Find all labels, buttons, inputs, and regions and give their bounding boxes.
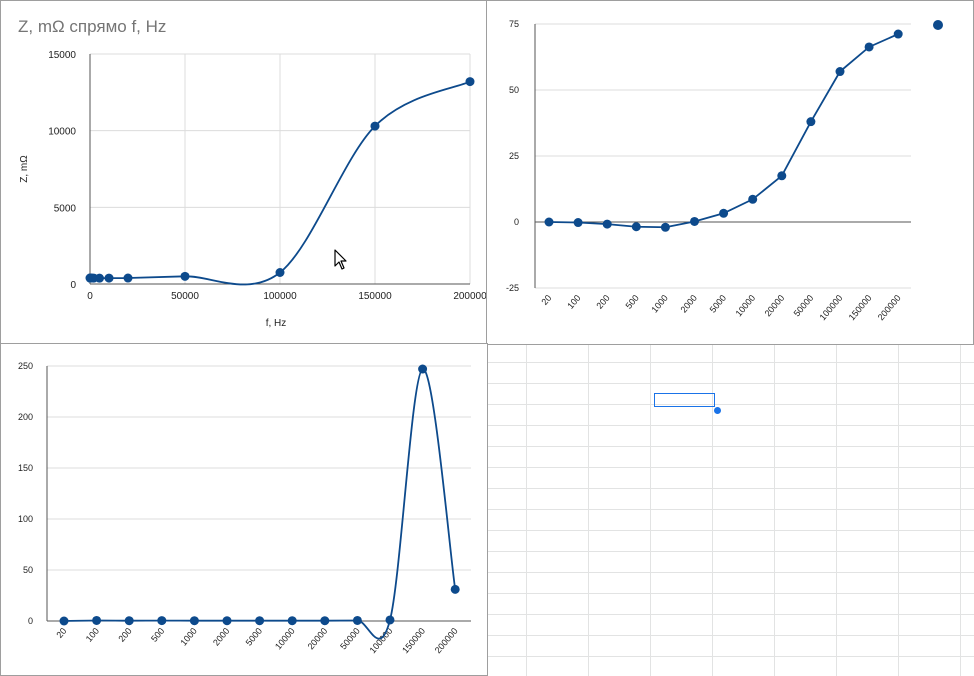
data-point bbox=[222, 616, 232, 626]
y-tick-label: 50 bbox=[509, 85, 519, 95]
chart-bottom-line[interactable]: 0 50 100 150 200 250 20 100 200 500 1000 2000 5000 10… bbox=[0, 343, 488, 676]
y-tick-label: 0 bbox=[70, 280, 76, 291]
data-point bbox=[123, 273, 133, 283]
x-tick-label: 0 bbox=[87, 291, 93, 302]
data-point bbox=[189, 616, 199, 626]
data-point bbox=[320, 616, 330, 626]
x-tick-label: 2000 bbox=[678, 293, 699, 315]
data-point bbox=[864, 42, 874, 52]
x-axis-title: f, Hz bbox=[266, 318, 287, 329]
x-tick-label: 150000 bbox=[847, 293, 874, 322]
x-tick-label: 5000 bbox=[708, 293, 729, 315]
data-point bbox=[893, 29, 903, 39]
x-tick-label: 50000 bbox=[171, 291, 199, 302]
data-point bbox=[180, 271, 190, 281]
x-tick-label: 500 bbox=[624, 293, 641, 311]
data-point bbox=[631, 222, 641, 232]
x-tick-label: 1000 bbox=[649, 293, 670, 315]
data-point bbox=[748, 194, 758, 204]
data-point bbox=[573, 218, 583, 228]
x-tick-label: 20000 bbox=[306, 626, 330, 652]
x-tick-label: 100000 bbox=[368, 626, 395, 655]
data-point bbox=[835, 67, 845, 77]
y-tick-label: 50 bbox=[23, 565, 33, 575]
series-line bbox=[548, 33, 899, 229]
x-tick-label: 100000 bbox=[818, 293, 845, 322]
data-point bbox=[287, 616, 297, 626]
legend-marker bbox=[933, 20, 943, 30]
chart-title: Z, mΩ спрямо f, Hz bbox=[18, 17, 167, 36]
x-tick-label: 150000 bbox=[400, 626, 427, 655]
x-tick-label: 100 bbox=[84, 626, 101, 644]
chart-plot-area: 0 50 100 150 200 250 20 100 200 500 1000 2000 5000 10… bbox=[18, 361, 471, 655]
chart-plot-area: 0 50000 100000 150000 200000 0 5000 10000 15000 f… bbox=[19, 50, 487, 329]
x-tick-label: 500 bbox=[149, 626, 166, 644]
y-axis-title: Z, mΩ bbox=[19, 155, 30, 183]
x-tick-label: 100 bbox=[565, 293, 582, 311]
data-point bbox=[59, 616, 69, 626]
chart-impedance-scatter[interactable]: Z, mΩ спрямо f, Hz 0 50000 100000 150000 200… bbox=[0, 0, 488, 345]
data-point bbox=[157, 616, 167, 626]
x-tick-label: 10000 bbox=[273, 626, 297, 652]
y-tick-label: 15000 bbox=[48, 50, 76, 61]
x-tick-label: 150000 bbox=[358, 291, 392, 302]
x-tick-label: 200 bbox=[594, 293, 611, 311]
data-point bbox=[719, 208, 729, 218]
y-tick-label: 5000 bbox=[54, 203, 77, 214]
x-tick-label: 1000 bbox=[178, 626, 199, 648]
data-point bbox=[465, 77, 475, 87]
y-tick-label: 25 bbox=[509, 151, 519, 161]
x-tick-label: 5000 bbox=[244, 626, 265, 648]
y-tick-label: 75 bbox=[509, 19, 519, 29]
y-tick-label: 200 bbox=[18, 412, 33, 422]
x-tick-label: 200000 bbox=[433, 626, 460, 655]
data-point bbox=[602, 219, 612, 229]
data-point bbox=[275, 268, 285, 277]
x-tick-label: 200000 bbox=[876, 293, 903, 322]
mouse-pointer-icon bbox=[334, 249, 347, 270]
data-point bbox=[92, 615, 102, 625]
data-point bbox=[806, 117, 816, 127]
y-tick-label: 250 bbox=[18, 361, 33, 371]
data-point bbox=[352, 615, 362, 625]
y-tick-label: 10000 bbox=[48, 127, 76, 138]
y-tick-label: 150 bbox=[18, 463, 33, 473]
data-point bbox=[385, 615, 395, 625]
x-tick-label: 200 bbox=[116, 626, 133, 644]
series-line bbox=[63, 368, 457, 640]
x-tick-label: 50000 bbox=[792, 293, 816, 319]
chart-phase-line[interactable]: -25 0 25 50 75 20 100 200 500 1000 2000 5000 10000 20… bbox=[486, 0, 974, 345]
data-point bbox=[104, 273, 114, 283]
selected-cell[interactable] bbox=[654, 393, 715, 407]
data-point bbox=[450, 584, 460, 594]
y-tick-label: 0 bbox=[514, 217, 519, 227]
x-tick-label: 20 bbox=[539, 293, 553, 307]
y-tick-label: 0 bbox=[28, 616, 33, 626]
data-point bbox=[370, 121, 380, 131]
fill-handle[interactable] bbox=[713, 406, 722, 415]
x-tick-label: 200000 bbox=[453, 291, 487, 302]
data-point bbox=[777, 171, 787, 181]
x-tick-label: 10000 bbox=[733, 293, 757, 319]
x-tick-label: 20000 bbox=[763, 293, 787, 319]
x-tick-label: 50000 bbox=[338, 626, 362, 652]
x-tick-label: 20 bbox=[54, 626, 68, 640]
data-point bbox=[95, 273, 104, 283]
data-point bbox=[255, 616, 265, 626]
data-point bbox=[124, 616, 134, 626]
data-point bbox=[690, 216, 699, 226]
data-point bbox=[544, 217, 554, 227]
x-tick-label: 2000 bbox=[211, 626, 232, 648]
x-tick-label: 100000 bbox=[263, 291, 297, 302]
y-tick-label: -25 bbox=[506, 283, 519, 293]
y-tick-label: 100 bbox=[18, 514, 33, 524]
data-point bbox=[418, 364, 428, 374]
data-point bbox=[660, 222, 670, 232]
